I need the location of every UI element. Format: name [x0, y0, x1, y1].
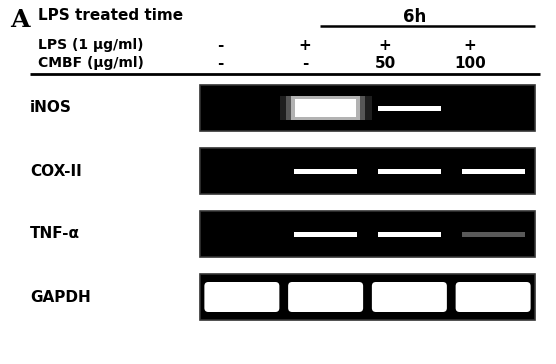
Text: 100: 100 — [454, 56, 486, 71]
Bar — [295, 99, 356, 117]
FancyBboxPatch shape — [372, 282, 447, 312]
Text: -: - — [217, 38, 223, 53]
FancyBboxPatch shape — [455, 282, 530, 312]
Bar — [280, 96, 372, 120]
Bar — [461, 232, 524, 237]
Text: 6h: 6h — [403, 8, 426, 26]
Bar — [200, 274, 535, 320]
Text: TNF-α: TNF-α — [30, 226, 80, 241]
Text: -: - — [302, 56, 308, 71]
Text: CMBF (μg/ml): CMBF (μg/ml) — [38, 56, 144, 70]
Text: iNOS: iNOS — [30, 100, 72, 115]
Bar — [291, 96, 360, 120]
Text: COX-II: COX-II — [30, 163, 82, 178]
Bar — [461, 169, 524, 174]
Bar — [200, 85, 535, 131]
FancyBboxPatch shape — [288, 282, 363, 312]
Bar — [378, 169, 441, 174]
Bar — [378, 232, 441, 237]
Text: GAPDH: GAPDH — [30, 289, 91, 305]
Text: A: A — [10, 8, 29, 32]
Bar — [200, 211, 535, 257]
Text: LPS (1 μg/ml): LPS (1 μg/ml) — [38, 38, 143, 52]
Text: +: + — [299, 38, 311, 53]
Bar — [286, 96, 365, 120]
Bar — [294, 169, 357, 174]
Text: -: - — [217, 56, 223, 71]
FancyBboxPatch shape — [205, 282, 279, 312]
Bar — [294, 232, 357, 237]
Text: LPS treated time: LPS treated time — [38, 8, 183, 23]
Bar — [378, 106, 441, 111]
Text: +: + — [464, 38, 476, 53]
Text: 50: 50 — [374, 56, 396, 71]
Bar — [200, 148, 535, 194]
Text: +: + — [379, 38, 391, 53]
